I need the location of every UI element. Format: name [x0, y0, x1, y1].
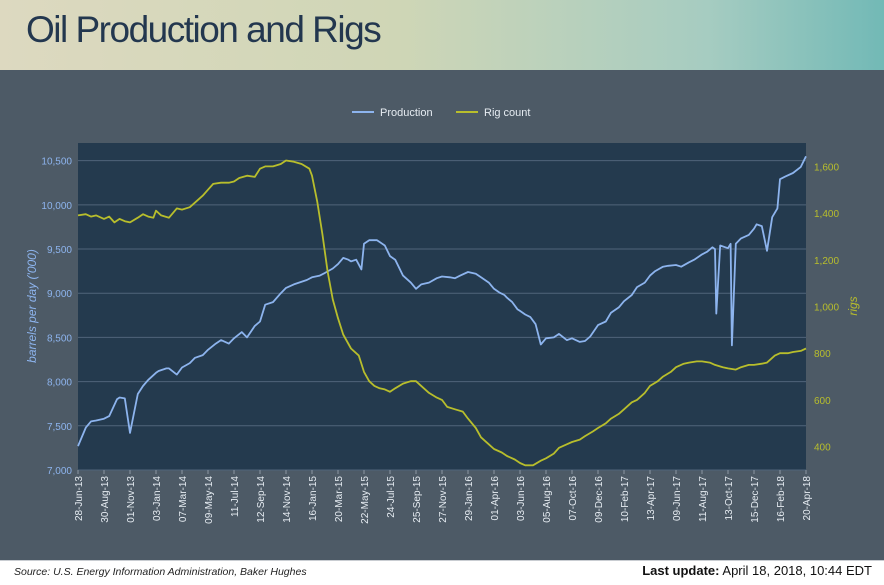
chart-panel: 7,000 7,500 8,000 8,500 9,000 9,500 10,000 10,5…: [0, 70, 884, 560]
x-tick-label: 03-Jun-16: [516, 476, 527, 521]
x-tick-label: 09-Jun-17: [672, 476, 683, 521]
x-tick-label: 13-Oct-17: [724, 476, 735, 521]
x-tick-label: 15-Dec-17: [750, 476, 761, 523]
x-tick-label: 14-Nov-14: [282, 476, 293, 523]
legend-production-label: Production: [380, 107, 433, 119]
left-tick-label: 9,500: [47, 245, 72, 256]
x-tick-label: 10-Feb-17: [620, 476, 631, 523]
x-tick-label: 11-Aug-17: [698, 476, 709, 522]
right-tick-label: 1,600: [814, 162, 839, 173]
x-tick-label: 24-Jul-15: [386, 476, 397, 518]
footer: Source: U.S. Energy Information Administ…: [0, 560, 884, 585]
page-title: Oil Production and Rigs: [26, 9, 382, 50]
x-tick-label: 20-Apr-18: [802, 476, 813, 521]
x-tick-label: 29-Jan-16: [464, 476, 475, 521]
x-tick-label: 13-Apr-17: [646, 476, 657, 521]
x-tick-label: 22-May-15: [360, 476, 371, 524]
left-tick-label: 9,000: [47, 289, 72, 300]
right-axis: 400 600 800 1,000 1,200 1,400 1,600: [814, 162, 839, 453]
left-axis: 7,000 7,500 8,000 8,500 9,000 9,500 10,000 10,5…: [41, 157, 72, 477]
x-tick-label: 11-Jul-14: [230, 476, 241, 517]
legend-rigs-label: Rig count: [484, 107, 530, 119]
chart: 7,000 7,500 8,000 8,500 9,000 9,500 10,000 10,5…: [25, 107, 860, 524]
source-note: Source: U.S. Energy Information Administ…: [14, 566, 307, 578]
right-tick-label: 1,400: [814, 209, 839, 220]
production-line: [77, 155, 807, 447]
left-tick-label: 7,500: [47, 422, 72, 433]
x-tick-label: 25-Sep-15: [412, 476, 423, 523]
right-tick-label: 800: [814, 349, 831, 360]
x-tick-label: 30-Aug-13: [100, 476, 111, 523]
x-tick-label: 01-Apr-16: [490, 476, 501, 521]
x-tick-label: 16-Jan-15: [308, 476, 319, 521]
left-tick-label: 8,000: [47, 378, 72, 389]
series-layer: [77, 155, 807, 467]
header-banner: Oil Production and Rigs: [0, 0, 884, 70]
legend: Production Rig count: [352, 107, 530, 119]
x-tick-label: 07-Oct-16: [568, 476, 579, 521]
right-tick-label: 400: [814, 443, 831, 454]
right-tick-label: 1,200: [814, 256, 839, 267]
left-tick-label: 10,500: [41, 157, 72, 168]
left-tick-label: 8,500: [47, 333, 72, 344]
x-tick-label: 28-Jun-13: [74, 476, 85, 521]
rig-count-line: [77, 159, 807, 467]
x-axis: 28-Jun-13 30-Aug-13 01-Nov-13 03-Jan-14 07-M…: [74, 470, 813, 524]
x-tick-label: 12-Sep-14: [256, 476, 267, 523]
x-tick-label: 03-Jan-14: [152, 476, 163, 521]
grid: [78, 160, 806, 471]
x-tick-label: 27-Nov-15: [438, 476, 449, 523]
x-tick-label: 09-Dec-16: [594, 476, 605, 523]
left-tick-label: 10,000: [41, 201, 72, 212]
x-tick-label: 05-Aug-16: [542, 476, 553, 523]
x-tick-label: 09-May-14: [204, 476, 215, 524]
last-update-value: April 18, 2018, 10:44 EDT: [722, 563, 872, 578]
left-tick-label: 7,000: [47, 466, 72, 477]
last-update-label: Last update:: [642, 563, 720, 578]
right-tick-label: 600: [814, 396, 831, 407]
last-update: Last update: April 18, 2018, 10:44 EDT: [642, 563, 872, 578]
plot-area: [78, 143, 806, 470]
left-axis-title: barrels per day ('000): [25, 249, 39, 363]
right-tick-label: 1,000: [814, 303, 839, 314]
x-tick-label: 01-Nov-13: [126, 476, 137, 523]
x-tick-label: 16-Feb-18: [776, 476, 787, 523]
x-tick-label: 07-Mar-14: [178, 476, 189, 523]
right-axis-title: rigs: [846, 296, 860, 315]
x-tick-label: 20-Mar-15: [334, 476, 345, 523]
